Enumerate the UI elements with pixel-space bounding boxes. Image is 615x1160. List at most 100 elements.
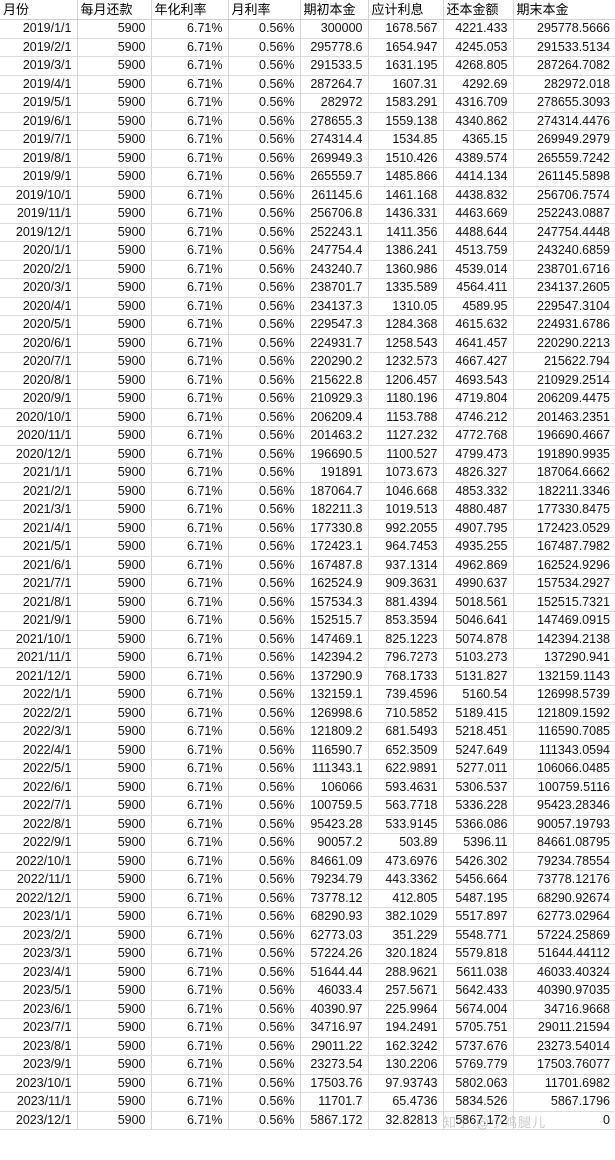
table-cell[interactable]: 2019/5/1 [0, 93, 78, 113]
table-cell[interactable]: 4853.332 [443, 482, 514, 501]
table-cell[interactable]: 2023/4/1 [0, 963, 78, 982]
table-cell[interactable]: 0.56% [228, 574, 301, 594]
table-cell[interactable]: 1360.986 [368, 260, 444, 279]
table-cell[interactable]: 132159.1 [300, 685, 369, 705]
table-cell[interactable]: 2020/4/1 [0, 297, 78, 316]
table-cell[interactable]: 6.71% [151, 371, 229, 390]
table-cell[interactable]: 0.56% [228, 1055, 301, 1075]
table-cell[interactable]: 533.9145 [368, 815, 444, 834]
table-cell[interactable]: 6.71% [151, 352, 229, 372]
table-cell[interactable]: 288.9621 [368, 963, 444, 982]
table-cell[interactable]: 5900 [77, 833, 152, 853]
table-cell[interactable]: 5900 [77, 796, 152, 816]
table-cell[interactable]: 5579.818 [443, 944, 514, 964]
table-cell[interactable]: 593.4631 [368, 778, 444, 797]
table-cell[interactable]: 2023/6/1 [0, 1000, 78, 1019]
table-cell[interactable]: 2023/2/1 [0, 926, 78, 945]
table-cell[interactable]: 6.71% [151, 944, 229, 964]
table-cell[interactable]: 6.71% [151, 963, 229, 982]
table-cell[interactable]: 137290.9 [300, 667, 369, 686]
column-header-3[interactable]: 月利率 [228, 0, 301, 20]
table-cell[interactable]: 17503.76077 [513, 1055, 615, 1075]
table-cell[interactable]: 1510.426 [368, 149, 444, 168]
table-cell[interactable]: 6.71% [151, 537, 229, 557]
table-cell[interactable]: 5900 [77, 445, 152, 464]
table-cell[interactable]: 5900 [77, 167, 152, 187]
table-cell[interactable]: 4641.457 [443, 334, 514, 353]
table-cell[interactable]: 121809.2 [300, 722, 369, 742]
table-cell[interactable]: 6.71% [151, 112, 229, 131]
table-cell[interactable]: 1485.866 [368, 167, 444, 187]
table-cell[interactable]: 0.56% [228, 315, 301, 335]
table-cell[interactable]: 1678.567 [368, 19, 444, 39]
table-cell[interactable]: 6.71% [151, 260, 229, 279]
table-cell[interactable]: 2020/8/1 [0, 371, 78, 390]
table-cell[interactable]: 247754.4448 [513, 223, 615, 242]
table-cell[interactable]: 5189.415 [443, 704, 514, 723]
table-cell[interactable]: 4990.637 [443, 574, 514, 594]
table-cell[interactable]: 6.71% [151, 75, 229, 94]
table-cell[interactable]: 2022/6/1 [0, 778, 78, 797]
table-cell[interactable]: 6.71% [151, 1018, 229, 1038]
table-cell[interactable]: 412.805 [368, 889, 444, 908]
table-cell[interactable]: 1180.196 [368, 389, 444, 409]
table-cell[interactable]: 215622.8 [300, 371, 369, 390]
table-cell[interactable]: 5802.063 [443, 1074, 514, 1093]
table-cell[interactable]: 274314.4 [300, 130, 369, 150]
table-cell[interactable]: 1232.573 [368, 352, 444, 372]
table-cell[interactable]: 238701.7 [300, 278, 369, 298]
table-cell[interactable]: 147469.0915 [513, 611, 615, 631]
table-cell[interactable]: 90057.2 [300, 833, 369, 853]
table-cell[interactable]: 90057.19793 [513, 815, 615, 834]
table-cell[interactable]: 1559.138 [368, 112, 444, 131]
table-cell[interactable]: 6.71% [151, 315, 229, 335]
table-cell[interactable]: 0 [513, 1111, 615, 1130]
table-cell[interactable]: 2021/3/1 [0, 500, 78, 520]
table-cell[interactable]: 5277.011 [443, 759, 514, 779]
table-cell[interactable]: 5900 [77, 204, 152, 224]
table-cell[interactable]: 6.71% [151, 297, 229, 316]
table-cell[interactable]: 182211.3346 [513, 482, 615, 501]
table-cell[interactable]: 2022/2/1 [0, 704, 78, 723]
table-cell[interactable]: 5900 [77, 759, 152, 779]
table-cell[interactable]: 243240.7 [300, 260, 369, 279]
table-cell[interactable]: 5336.228 [443, 796, 514, 816]
table-cell[interactable]: 0.56% [228, 278, 301, 298]
table-cell[interactable]: 351.229 [368, 926, 444, 945]
table-cell[interactable]: 142394.2 [300, 648, 369, 668]
table-cell[interactable]: 5548.771 [443, 926, 514, 945]
table-cell[interactable]: 443.3362 [368, 870, 444, 890]
table-cell[interactable]: 191890.9935 [513, 445, 615, 464]
table-cell[interactable]: 5366.086 [443, 815, 514, 834]
table-cell[interactable]: 6.71% [151, 981, 229, 1001]
table-cell[interactable]: 116590.7 [300, 741, 369, 760]
table-cell[interactable]: 6.71% [151, 278, 229, 298]
table-cell[interactable]: 652.3509 [368, 741, 444, 760]
table-cell[interactable]: 4935.255 [443, 537, 514, 557]
table-cell[interactable]: 5103.273 [443, 648, 514, 668]
table-cell[interactable]: 265559.7242 [513, 149, 615, 168]
table-cell[interactable]: 2022/12/1 [0, 889, 78, 908]
table-cell[interactable]: 5900 [77, 648, 152, 668]
table-cell[interactable]: 46033.4 [300, 981, 369, 1001]
table-cell[interactable]: 992.2055 [368, 519, 444, 538]
table-cell[interactable]: 23273.54 [300, 1055, 369, 1075]
table-cell[interactable]: 2020/5/1 [0, 315, 78, 335]
table-cell[interactable]: 100759.5 [300, 796, 369, 816]
table-cell[interactable]: 5900 [77, 537, 152, 557]
table-cell[interactable]: 2023/3/1 [0, 944, 78, 964]
table-cell[interactable]: 23273.54014 [513, 1037, 615, 1056]
table-cell[interactable]: 0.56% [228, 963, 301, 982]
table-cell[interactable]: 238701.6716 [513, 260, 615, 279]
table-cell[interactable]: 95423.28346 [513, 796, 615, 816]
table-cell[interactable]: 206209.4475 [513, 389, 615, 409]
table-cell[interactable]: 681.5493 [368, 722, 444, 742]
table-cell[interactable]: 6.71% [151, 574, 229, 594]
table-cell[interactable]: 2019/4/1 [0, 75, 78, 94]
table-cell[interactable]: 5900 [77, 630, 152, 649]
table-cell[interactable]: 0.56% [228, 1092, 301, 1112]
table-cell[interactable]: 5867.172 [443, 1111, 514, 1130]
table-cell[interactable]: 6.71% [151, 722, 229, 742]
table-cell[interactable]: 2020/6/1 [0, 334, 78, 353]
table-cell[interactable]: 1411.356 [368, 223, 444, 242]
